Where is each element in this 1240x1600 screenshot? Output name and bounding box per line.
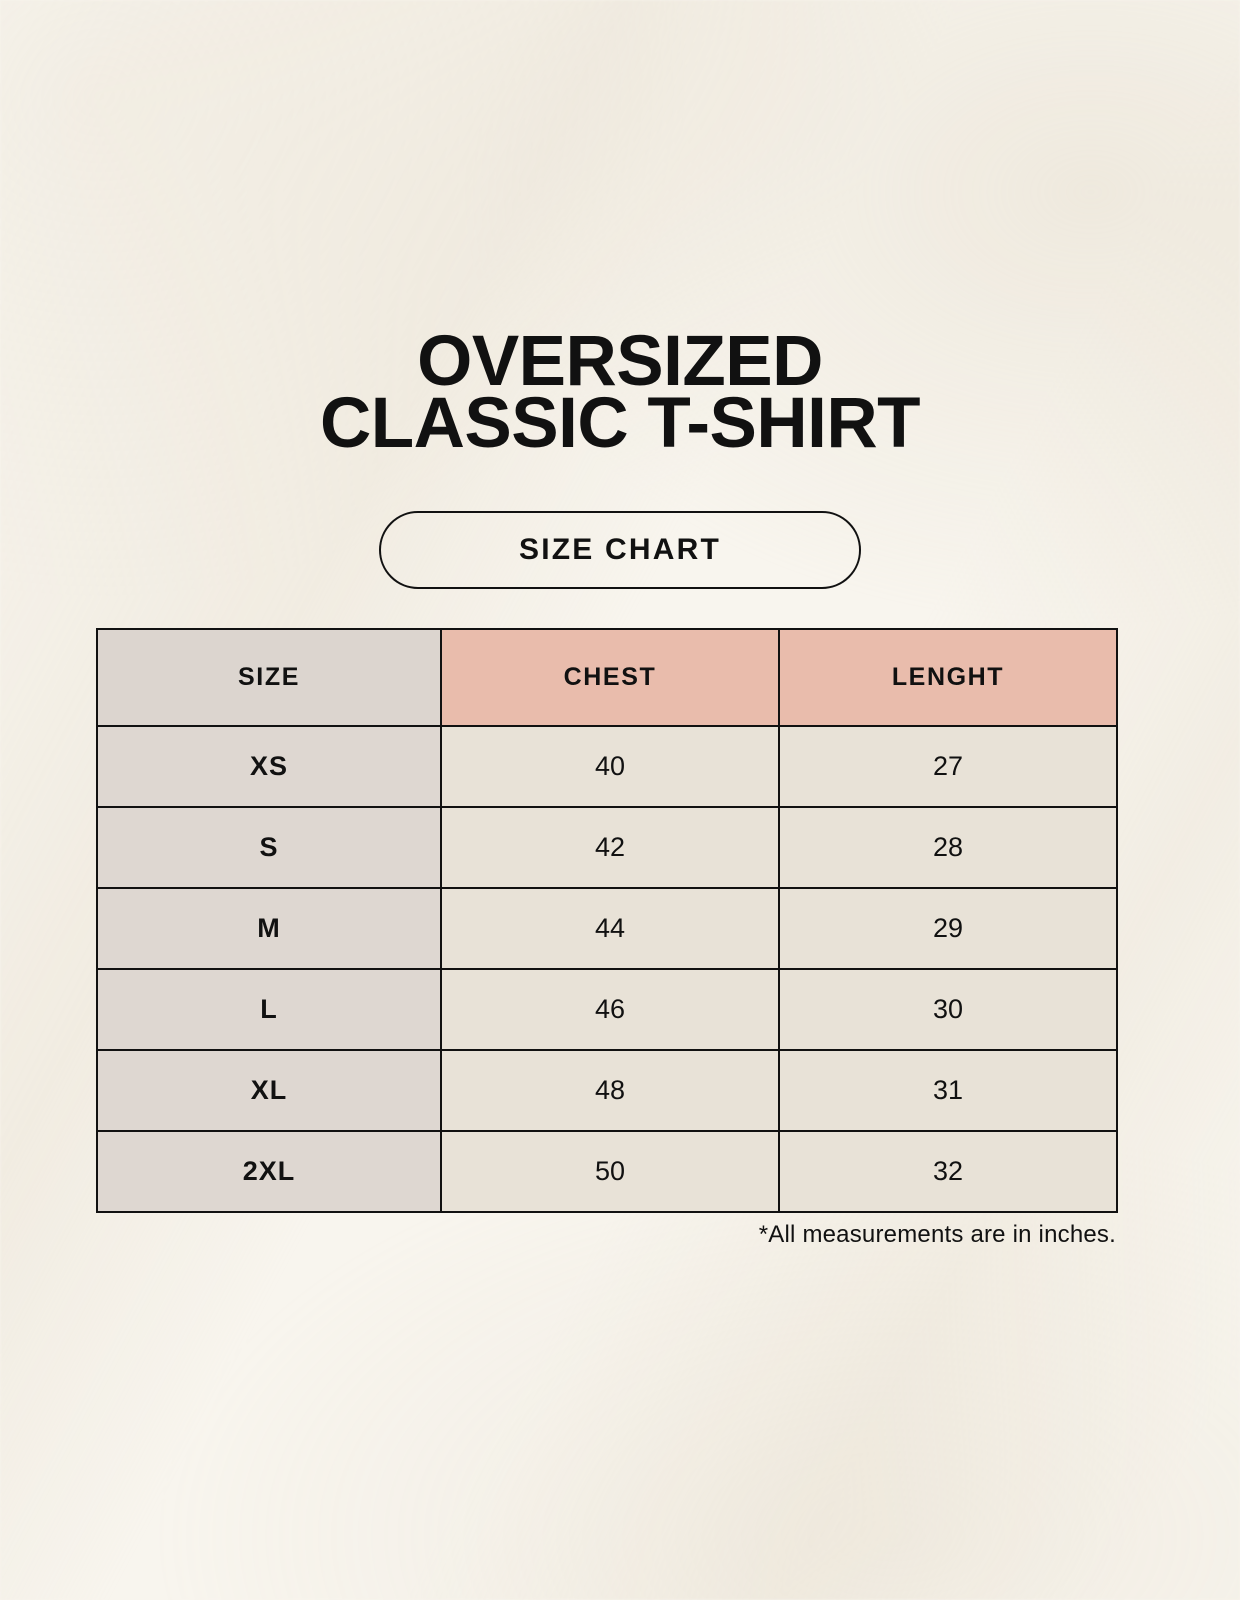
- table-row: XL 48 31: [96, 1049, 1118, 1132]
- cell-length: 29: [778, 887, 1118, 970]
- size-chart-badge-container: SIZE CHART: [0, 511, 1240, 589]
- cell-chest: 50: [440, 1130, 780, 1213]
- size-chart-badge: SIZE CHART: [379, 511, 861, 589]
- cell-length: 27: [778, 725, 1118, 808]
- cell-chest: 48: [440, 1049, 780, 1132]
- title-line-1: OVERSIZED: [417, 322, 823, 401]
- table-row: L 46 30: [96, 968, 1118, 1051]
- cell-size: L: [96, 968, 442, 1051]
- table-header-row: SIZE CHEST LENGHT: [96, 628, 1118, 727]
- size-table-head: SIZE CHEST LENGHT: [96, 628, 1118, 727]
- column-header-size: SIZE: [96, 628, 442, 727]
- cell-size: S: [96, 806, 442, 889]
- cell-length: 31: [778, 1049, 1118, 1132]
- cell-chest: 44: [440, 887, 780, 970]
- column-header-length: LENGHT: [778, 628, 1118, 727]
- table-row: S 42 28: [96, 806, 1118, 889]
- cell-size: XL: [96, 1049, 442, 1132]
- cell-length: 30: [778, 968, 1118, 1051]
- table-row: 2XL 50 32: [96, 1130, 1118, 1213]
- size-table: SIZE CHEST LENGHT XS 40 27 S 42 28 M: [96, 628, 1118, 1213]
- cell-chest: 40: [440, 725, 780, 808]
- cell-length: 32: [778, 1130, 1118, 1213]
- table-row: M 44 29: [96, 887, 1118, 970]
- page-title: OVERSIZED CLASSIC T-SHIRT: [0, 322, 1240, 463]
- title-line-2: CLASSIC T-SHIRT: [320, 384, 920, 463]
- cell-size: XS: [96, 725, 442, 808]
- size-table-body: XS 40 27 S 42 28 M 44 29 L 46 30: [96, 725, 1118, 1213]
- cell-chest: 46: [440, 968, 780, 1051]
- table-row: XS 40 27: [96, 725, 1118, 808]
- cell-length: 28: [778, 806, 1118, 889]
- size-table-container: SIZE CHEST LENGHT XS 40 27 S 42 28 M: [96, 628, 1118, 1213]
- cell-size: M: [96, 887, 442, 970]
- cell-chest: 42: [440, 806, 780, 889]
- column-header-chest: CHEST: [440, 628, 780, 727]
- cell-size: 2XL: [96, 1130, 442, 1213]
- measurement-unit-note: *All measurements are in inches.: [758, 1221, 1116, 1248]
